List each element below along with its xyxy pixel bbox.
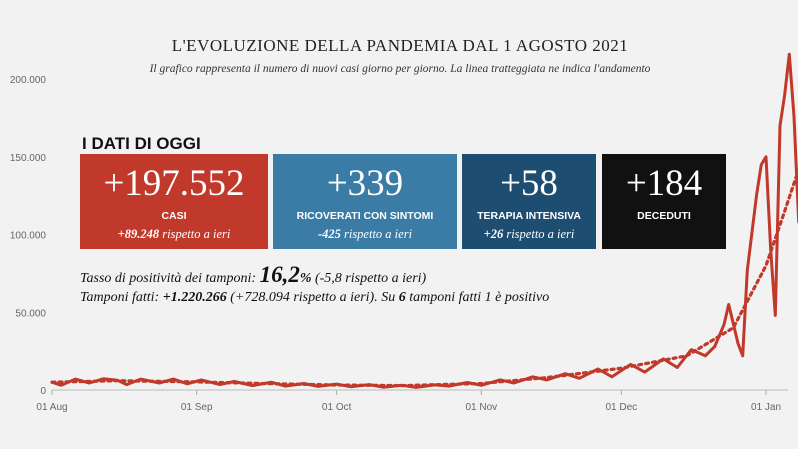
- cases-change: +89.248 rispetto a ieri: [80, 227, 268, 242]
- x-tick-label: 01 Aug: [36, 402, 67, 413]
- daily-cases-line: [50, 52, 798, 389]
- hospitalized-value: +339: [326, 163, 404, 204]
- cases-label: CASI: [161, 210, 187, 222]
- hospitalized-change-value: -425: [317, 227, 341, 241]
- hospitalized-card: +339 RICOVERATI CON SINTOMI -425 rispett…: [273, 154, 457, 249]
- tests-count: 6: [398, 290, 406, 305]
- y-tick-label: 50.000: [15, 308, 46, 319]
- hospitalized-change: -425 rispetto a ieri: [273, 227, 457, 242]
- positivity-rate: Tasso di positività dei tamponi: 16,2% (…: [80, 262, 426, 288]
- positivity-prefix: Tasso di positività dei tamponi:: [80, 271, 260, 286]
- tests-middle: (+728.094 rispetto a ieri). Su: [226, 290, 399, 305]
- cases-change-value: +89.248: [117, 227, 160, 241]
- deaths-card: +184 DECEDUTI: [602, 154, 726, 249]
- tests-value: +1.220.266: [162, 290, 227, 305]
- cases-card: +197.552 CASI +89.248 rispetto a ieri: [80, 154, 268, 249]
- cases-value: +197.552: [103, 163, 245, 204]
- tests-prefix: Tamponi fatti:: [80, 290, 163, 305]
- x-axis-ticks: 01 Aug 01 Sep 01 Oct 01 Nov 01 Dec 01 Jan: [36, 389, 788, 413]
- icu-value: +58: [500, 163, 558, 204]
- y-tick-label: 100.000: [10, 231, 47, 242]
- y-tick-label: 150.000: [10, 153, 47, 164]
- icu-change: +26 rispetto a ieri: [462, 227, 596, 242]
- y-tick-label: 200.000: [10, 75, 47, 86]
- x-tick-label: 01 Nov: [465, 402, 497, 413]
- positivity-suffix: (-5,8 rispetto a ieri): [311, 271, 427, 286]
- icu-change-text: rispetto a ieri: [503, 227, 575, 241]
- hospitalized-label: RICOVERATI CON SINTOMI: [296, 210, 434, 222]
- icu-change-value: +26: [483, 227, 504, 241]
- chart-title: L'EVOLUZIONE DELLA PANDEMIA DAL 1 AGOSTO…: [171, 36, 629, 55]
- positivity-value: 16,2: [259, 262, 300, 287]
- deaths-label: DECEDUTI: [637, 210, 691, 222]
- icu-card: +58 TERAPIA INTENSIVA +26 rispetto a ier…: [462, 154, 596, 249]
- today-heading: I DATI DI OGGI: [82, 134, 201, 153]
- cases-change-text: rispetto a ieri: [159, 227, 231, 241]
- x-tick-label: 01 Jan: [751, 402, 781, 413]
- x-tick-label: 01 Oct: [322, 402, 352, 413]
- icu-label: TERAPIA INTENSIVA: [477, 210, 581, 222]
- x-tick-label: 01 Sep: [181, 402, 213, 413]
- tests-suffix: tamponi fatti 1 è positivo: [405, 290, 550, 305]
- trend-line: [50, 167, 798, 388]
- y-axis-ticks: 0 50.000 100.000 150.000 200.000: [10, 75, 47, 397]
- x-tick-label: 01 Dec: [605, 402, 637, 413]
- y-tick-label: 0: [40, 386, 46, 397]
- chart-subtitle: Il grafico rappresenta il numero di nuov…: [149, 63, 651, 75]
- tests-done: Tamponi fatti: +1.220.266 (+728.094 risp…: [80, 290, 549, 306]
- deaths-value: +184: [625, 163, 703, 204]
- chart-series: [50, 52, 798, 389]
- positivity-percent: %: [299, 271, 312, 286]
- hospitalized-change-text: rispetto a ieri: [340, 227, 413, 241]
